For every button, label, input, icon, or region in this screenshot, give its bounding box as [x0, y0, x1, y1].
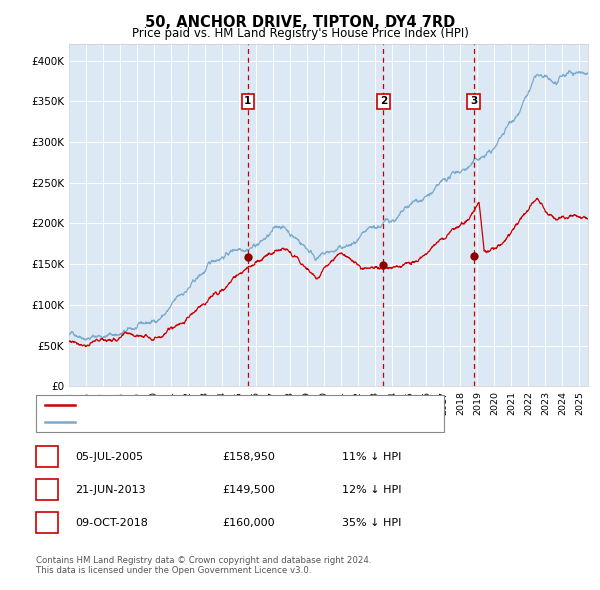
Text: £158,950: £158,950 [222, 452, 275, 461]
Text: Contains HM Land Registry data © Crown copyright and database right 2024.: Contains HM Land Registry data © Crown c… [36, 556, 371, 565]
Text: This data is licensed under the Open Government Licence v3.0.: This data is licensed under the Open Gov… [36, 566, 311, 575]
Text: 3: 3 [470, 96, 477, 106]
Text: Price paid vs. HM Land Registry's House Price Index (HPI): Price paid vs. HM Land Registry's House … [131, 27, 469, 40]
Text: 09-OCT-2018: 09-OCT-2018 [75, 518, 148, 527]
Text: 2: 2 [380, 96, 387, 106]
Text: HPI: Average price, detached house, Sandwell: HPI: Average price, detached house, Sand… [81, 417, 321, 427]
Text: 1: 1 [244, 96, 251, 106]
Text: 35% ↓ HPI: 35% ↓ HPI [342, 518, 401, 527]
Text: 05-JUL-2005: 05-JUL-2005 [75, 452, 143, 461]
Text: £160,000: £160,000 [222, 518, 275, 527]
Text: 11% ↓ HPI: 11% ↓ HPI [342, 452, 401, 461]
Text: 1: 1 [43, 452, 50, 461]
Text: £149,500: £149,500 [222, 485, 275, 494]
Text: 12% ↓ HPI: 12% ↓ HPI [342, 485, 401, 494]
Text: 50, ANCHOR DRIVE, TIPTON, DY4 7RD: 50, ANCHOR DRIVE, TIPTON, DY4 7RD [145, 15, 455, 30]
Text: 50, ANCHOR DRIVE, TIPTON, DY4 7RD (detached house): 50, ANCHOR DRIVE, TIPTON, DY4 7RD (detac… [81, 400, 372, 410]
Text: 3: 3 [43, 518, 50, 527]
Text: 21-JUN-2013: 21-JUN-2013 [75, 485, 146, 494]
Text: 2: 2 [43, 485, 50, 494]
